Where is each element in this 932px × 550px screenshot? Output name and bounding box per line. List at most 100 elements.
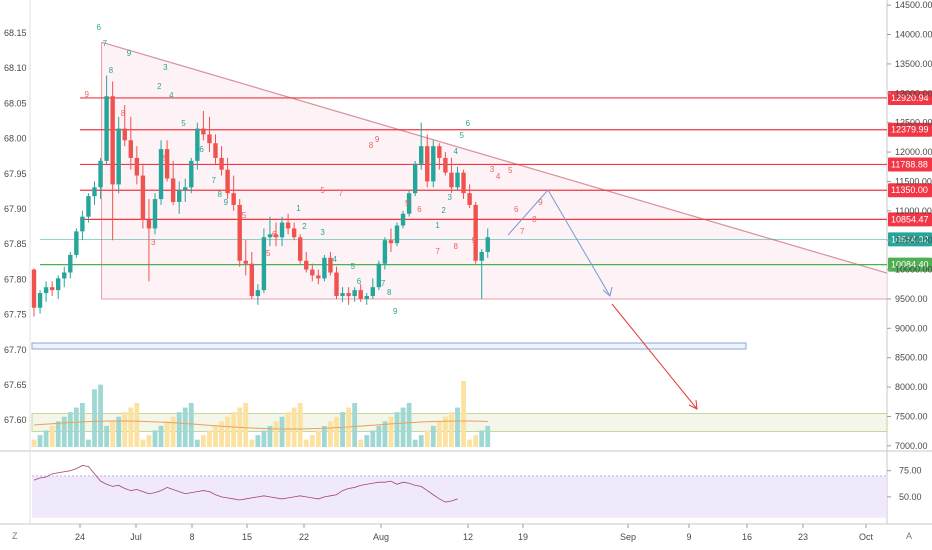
volume-bar — [328, 421, 333, 447]
candle-body — [98, 160, 103, 188]
pattern-shading — [101, 42, 888, 299]
left-tick-label: 67.80 — [4, 274, 27, 284]
price-level-tag-label: 11788.88 — [891, 159, 928, 169]
time-tick-label: 16 — [742, 532, 752, 542]
candle-body — [56, 278, 61, 291]
range-box — [31, 342, 747, 350]
count-red: 6 — [514, 205, 519, 214]
count-green: 6 — [466, 119, 471, 128]
volume-bar — [213, 425, 218, 447]
count-red: 9 — [84, 90, 89, 99]
price-level-tag — [888, 122, 932, 137]
volume-bars — [31, 381, 491, 447]
time-tick-label: 19 — [518, 532, 528, 542]
volume-bar — [182, 407, 188, 447]
volume-bar — [80, 403, 85, 447]
time-tick-label: Aug — [373, 532, 389, 542]
candle-body — [352, 290, 357, 297]
corner-label-left[interactable]: Z — [12, 531, 18, 541]
candle-body — [388, 240, 394, 244]
volume-bar — [261, 430, 267, 447]
candle-body — [122, 128, 127, 141]
volume-bar — [152, 430, 158, 447]
volume-bar — [406, 403, 412, 447]
volume-bar — [110, 421, 116, 447]
candle-body — [231, 193, 236, 205]
price-tick-label: 14000.00 — [895, 30, 932, 40]
volume-bar — [55, 421, 61, 447]
candle-body — [68, 254, 73, 273]
volume-bar — [388, 416, 394, 447]
volume-bar — [188, 403, 194, 447]
corner-label-right[interactable]: A — [906, 531, 912, 541]
time-tick-label: 24 — [75, 532, 85, 542]
volume-bar — [479, 430, 485, 447]
candle-body — [340, 293, 345, 297]
rsi-pane: 75.00 50.00 — [32, 465, 922, 518]
volume-bar — [140, 439, 146, 447]
projection-arrowhead-blue — [602, 286, 613, 297]
volume-bar — [322, 425, 327, 447]
candle-body — [449, 172, 454, 188]
volume-bar — [31, 439, 37, 447]
time-tick-label: 15 — [242, 532, 252, 542]
time-axis[interactable]: 24 Jul 8 15 22 Aug 12 19 Sep 9 16 23 Oct — [75, 524, 874, 542]
candle-body — [261, 237, 267, 291]
volume-bar — [122, 412, 128, 447]
count-red: 3 — [490, 165, 495, 174]
volume-bar — [455, 407, 460, 447]
volume-bar — [128, 407, 134, 447]
volume-bar — [273, 421, 279, 447]
candle-body — [431, 146, 436, 182]
candle-body — [92, 187, 97, 197]
time-tick-label: 22 — [299, 532, 309, 542]
count-red: 8 — [454, 242, 459, 251]
projection-path-blue — [507, 189, 611, 297]
price-tick-label: 8500.00 — [895, 353, 928, 363]
volume-bar — [418, 435, 424, 447]
count-red: 5 — [405, 199, 410, 208]
volume-bar — [382, 421, 388, 447]
candle-body — [201, 128, 206, 135]
candle-body — [406, 193, 412, 214]
left-tick-label: 67.95 — [4, 169, 27, 179]
count-green: 8 — [387, 288, 392, 297]
price-tick-label: 11500.00 — [895, 176, 932, 186]
candle-body — [74, 231, 79, 255]
volume-bar — [86, 439, 91, 447]
count-green: 5 — [181, 119, 186, 128]
volume-bar — [243, 403, 249, 447]
candle-body — [455, 172, 460, 188]
time-tick-label: Sep — [620, 532, 636, 542]
candle-body — [189, 160, 194, 188]
volume-bar — [352, 403, 358, 447]
volume-bar — [473, 435, 479, 447]
price-level-tag-label: 10854.47 — [891, 214, 929, 224]
candle-body — [207, 134, 212, 144]
count-green: 8 — [218, 190, 223, 199]
count-green: 5 — [351, 262, 356, 271]
volume-bar — [400, 407, 406, 447]
volume-bar — [207, 430, 212, 447]
price-tick-label: 13000.00 — [895, 88, 932, 98]
volume-bar — [309, 435, 315, 447]
left-tick-label: 68.00 — [4, 134, 27, 144]
left-axis: 68.15 68.10 68.05 68.00 67.95 67.90 67.85 67.80… — [4, 28, 27, 425]
candle-body — [49, 287, 55, 291]
candle-body — [419, 146, 424, 164]
candle-body — [37, 293, 43, 308]
volume-bar — [291, 407, 297, 447]
volume-bar — [61, 416, 67, 447]
grid — [0, 0, 932, 525]
volume-bar — [219, 421, 224, 447]
price-axis[interactable]: 14500.00 14000.00 13500.00 13000.00 12500.00… — [887, 0, 932, 451]
volume-bar — [43, 430, 49, 447]
projection-arrows — [507, 189, 698, 410]
count-red: 7 — [435, 247, 440, 256]
count-green: 9 — [393, 307, 398, 316]
candle-body — [43, 287, 49, 294]
price-tick-label: 8000.00 — [895, 382, 928, 392]
price-tick-label: 9500.00 — [895, 294, 928, 304]
candle-body — [273, 234, 279, 238]
